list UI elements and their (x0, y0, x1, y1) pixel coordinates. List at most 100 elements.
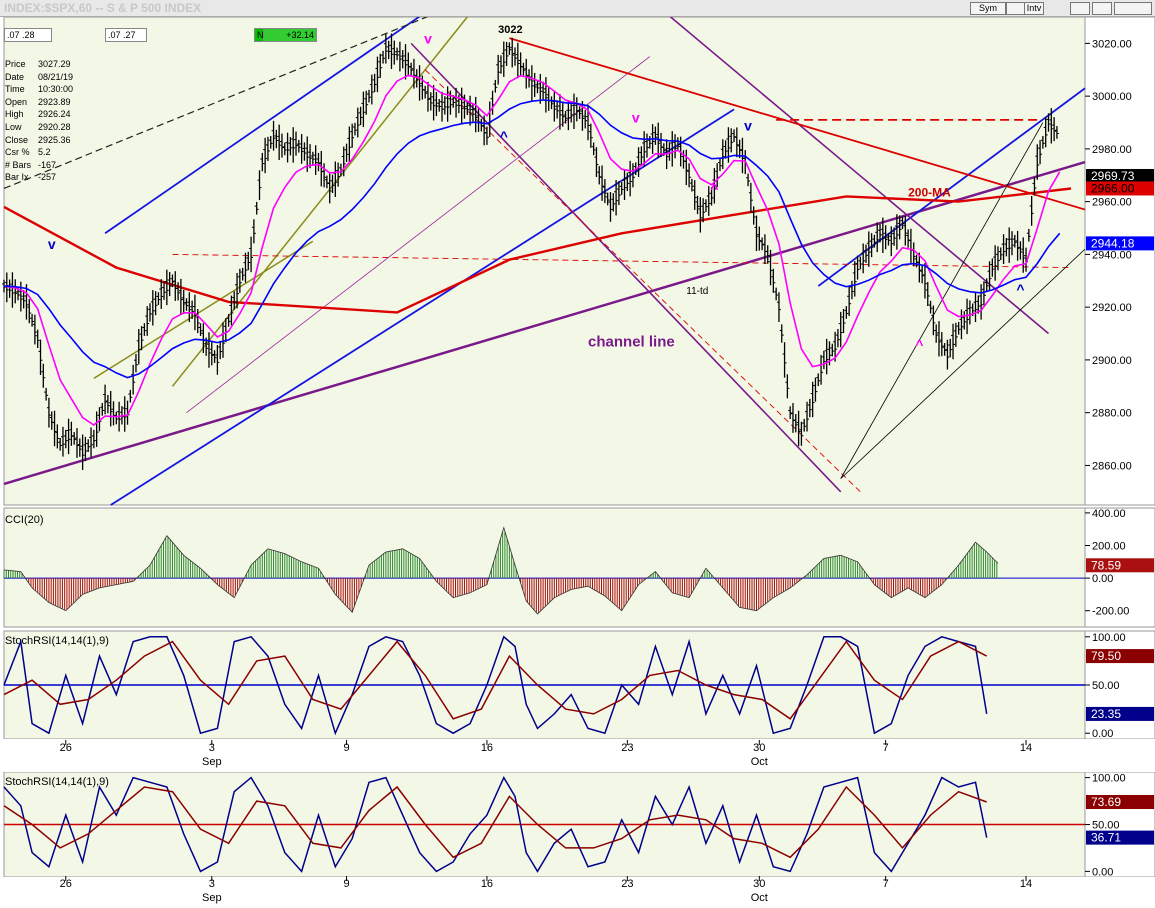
data-window-value: 10:30:00 (38, 84, 74, 95)
data-window-value: 2925.36 (38, 134, 71, 145)
y-tick-label: 3020.00 (1092, 38, 1132, 50)
stoch-d-line (3, 785, 987, 859)
x-tick-label: 30 (753, 878, 765, 890)
data-window-row: Bar Ix -257 (5, 171, 73, 184)
maximize-icon[interactable] (1092, 2, 1112, 15)
stoch-d-line (3, 640, 988, 720)
wave-marker: v (632, 110, 640, 126)
red-dashed-parallel (424, 69, 861, 493)
channel-line (3, 160, 1086, 486)
y-tick-label: 2980.00 (1092, 144, 1132, 156)
wave-marker: ^ (915, 336, 923, 352)
x-tick-label: 14 (1020, 742, 1032, 754)
symbol-button[interactable]: Sym (970, 2, 1006, 15)
price-value-badge (1086, 236, 1154, 251)
stoch-d-badge (1086, 795, 1154, 809)
data-window-label: Date (5, 71, 25, 82)
data-window-label: Price (5, 59, 26, 69)
stoch-k-line (3, 775, 988, 873)
stoch-d-value: 79.50 (1091, 649, 1121, 663)
stoch-k-badge (1086, 706, 1154, 721)
data-window-row: Csr % 5.2 (5, 146, 73, 159)
y-tick-label: 2960.00 (1092, 197, 1132, 209)
x-tick-label: 26 (60, 878, 72, 890)
month-label: Oct (751, 892, 768, 904)
date-axis-2 (0, 877, 1155, 908)
axis-strip-s1 (1084, 630, 1155, 740)
data-window-row: Date 08/21/19 (5, 71, 73, 84)
chart-annotation: 3022 (498, 24, 522, 36)
y-tick-label: 0.00 (1092, 728, 1113, 740)
thin-purple-line (186, 56, 651, 413)
data-window: Price 3027.29 Date 08/21/19 Time 10:30:00 Open… (5, 58, 73, 184)
data-window-label: Bar Ix (5, 172, 29, 183)
y-tick-label: 2900.00 (1092, 355, 1132, 367)
stoch-k-value: 23.35 (1091, 707, 1121, 721)
y-tick-label: 100.00 (1092, 632, 1126, 644)
y-tick-label: 100.00 (1092, 773, 1126, 785)
data-window-label: Close (5, 134, 29, 145)
y-tick-label: 2860.00 (1092, 460, 1132, 472)
cursor-field-2[interactable]: .07 .27 (105, 28, 147, 42)
stoch-d-badge (1086, 649, 1154, 664)
title-bar: INDEX:$SPX,60 -- S & P 500 INDEX Sym Int… (0, 0, 1155, 17)
wave-marker: ^ (1016, 281, 1024, 297)
change-readout: +32.14 (263, 28, 317, 42)
panel-title: CCI(20) (5, 514, 44, 526)
data-window-row: # Bars -167 (5, 159, 73, 172)
cci-line (3, 526, 999, 615)
interval-button[interactable]: Intv (1024, 2, 1044, 15)
stoch-k-badge (1086, 830, 1154, 845)
panel-title: StochRSI(14,14(1),9) (5, 776, 109, 788)
data-window-label: Open (5, 96, 28, 107)
x-tick-label: 16 (481, 878, 493, 890)
x-tick-label: 9 (343, 878, 349, 890)
wave-marker: v (744, 117, 752, 133)
data-window-value: 2926.24 (38, 109, 71, 120)
link-button[interactable] (1006, 2, 1026, 15)
stoch-k-value: 36.71 (1091, 831, 1121, 845)
data-window-row: High 2926.24 (5, 108, 73, 121)
purple-downtrend (410, 42, 842, 493)
price-value-label: 2969.73 (1091, 169, 1135, 183)
ema-fast-line (3, 74, 1061, 426)
data-window-label: # Bars (5, 159, 32, 170)
x-tick-label: 23 (621, 878, 633, 890)
x-tick-label: 7 (883, 742, 889, 754)
y-tick-label: 0.00 (1092, 866, 1113, 878)
month-label: Sep (202, 756, 222, 768)
data-window-label: Low (5, 121, 22, 132)
data-window-label: High (5, 109, 24, 120)
black-uptrend-upper (840, 122, 1044, 479)
y-tick-label: -200.00 (1092, 606, 1129, 618)
olive-channel-upper (171, 16, 468, 387)
chart-annotation: channel line (588, 334, 675, 351)
x-tick-label: 16 (481, 742, 493, 754)
data-window-value: 08/21/19 (38, 71, 74, 82)
x-tick-label: 3 (209, 878, 215, 890)
chart-annotation: 11-td (686, 286, 708, 297)
data-window-value: -257 (38, 172, 57, 183)
red-downtrend (509, 37, 1086, 211)
month-label: Sep (202, 892, 222, 904)
stoch-d-value: 73.69 (1091, 795, 1121, 809)
data-window-row: Time 10:30:00 (5, 83, 73, 96)
wave-marker: v (424, 30, 432, 46)
purple-downtrend-2 (649, 0, 1050, 335)
data-window-label: Time (5, 84, 25, 95)
close-icon[interactable] (1114, 2, 1152, 15)
x-tick-label: 26 (60, 742, 72, 754)
data-window-value: -167 (38, 159, 57, 170)
wave-marker: ^ (500, 128, 508, 144)
black-uptrend-lower (840, 248, 1086, 479)
cursor-field-1[interactable]: .07 .28 (4, 28, 52, 42)
x-tick-label: 7 (883, 878, 889, 890)
wave-marker: v (48, 236, 56, 252)
data-window-row: Open 2923.89 (5, 96, 73, 109)
wave-marker: ^ (710, 181, 718, 197)
window-title: INDEX:$SPX,60 -- S & P 500 INDEX (4, 1, 202, 15)
x-tick-label: 9 (343, 742, 349, 754)
minimize-icon[interactable] (1070, 2, 1090, 15)
